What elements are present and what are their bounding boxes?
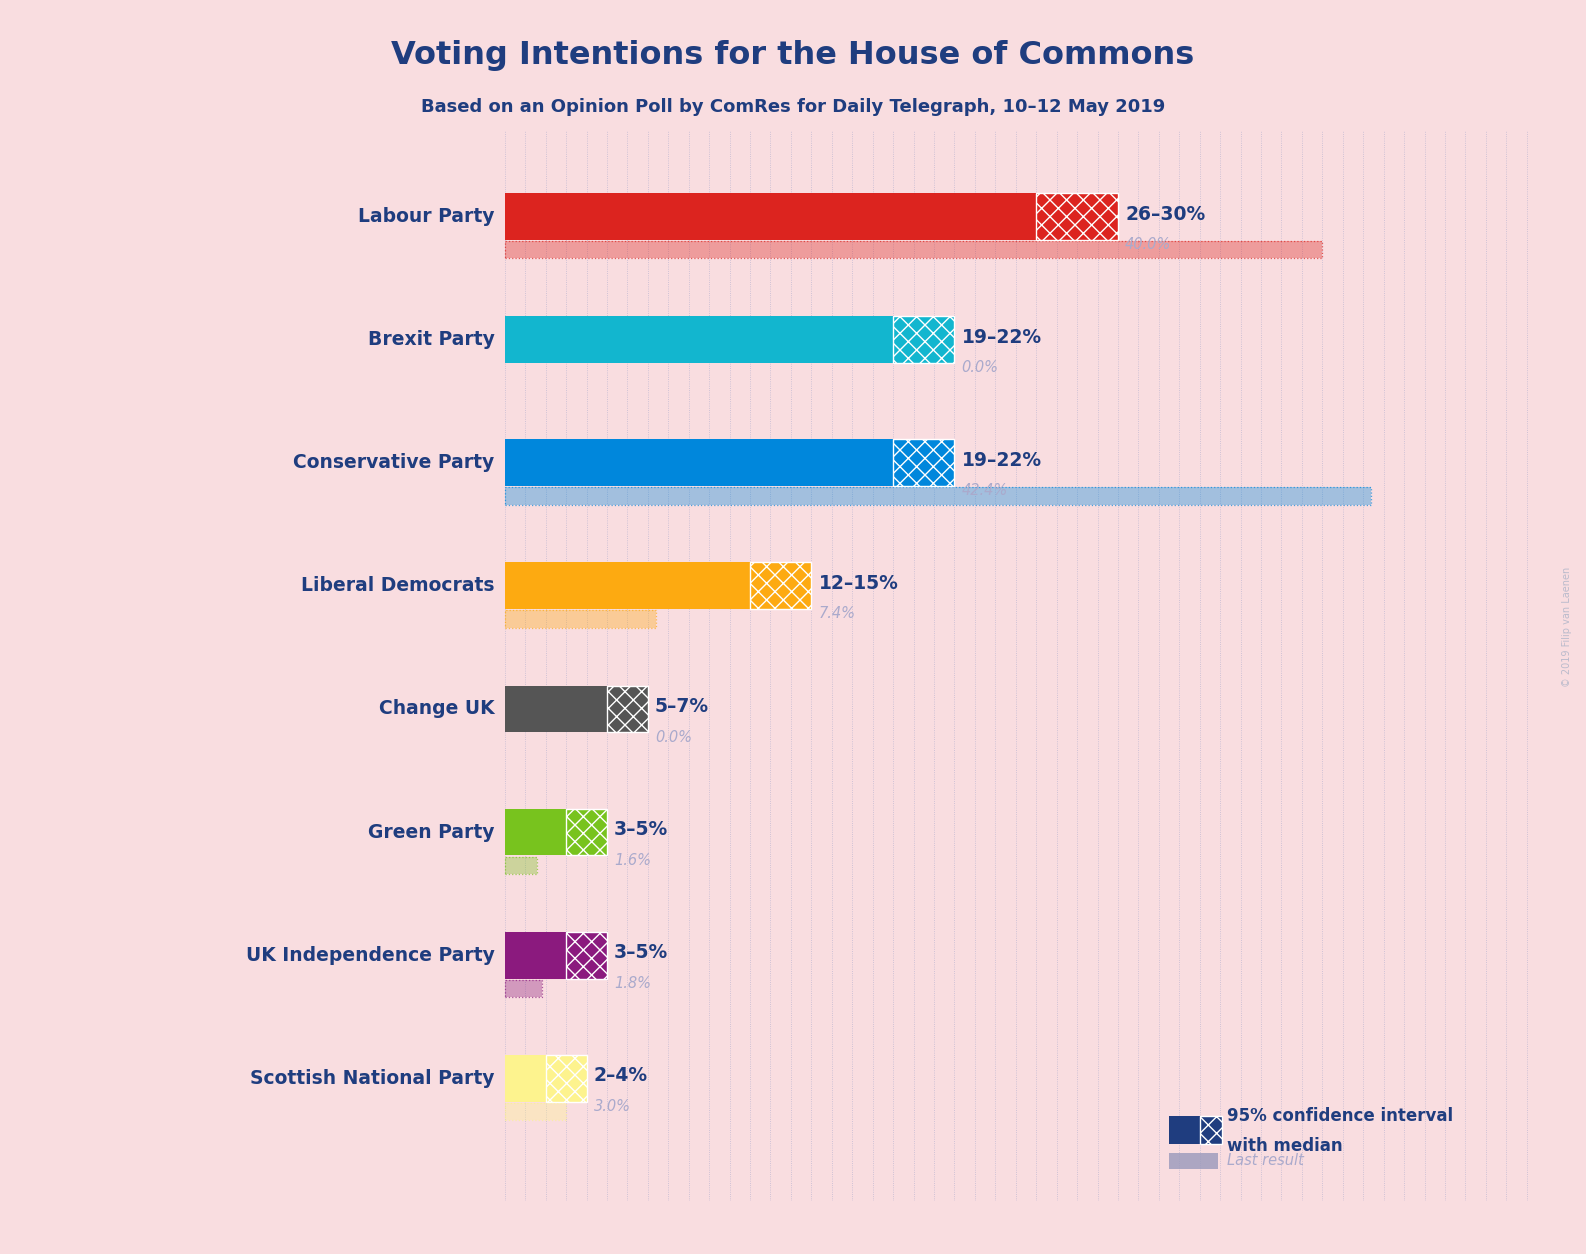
Bar bbox=[504, 979, 541, 997]
Bar bbox=[504, 611, 657, 628]
Text: Voting Intentions for the House of Commons: Voting Intentions for the House of Commo… bbox=[392, 40, 1194, 71]
Bar bbox=[893, 439, 955, 487]
Bar bbox=[504, 563, 750, 609]
Text: Based on an Opinion Poll by ComRes for Daily Telegraph, 10–12 May 2019: Based on an Opinion Poll by ComRes for D… bbox=[420, 98, 1166, 115]
Text: Labour Party: Labour Party bbox=[358, 207, 495, 226]
Bar bbox=[504, 686, 607, 732]
Bar bbox=[566, 932, 607, 978]
Bar bbox=[1036, 193, 1118, 240]
Text: 1.6%: 1.6% bbox=[614, 853, 652, 868]
Bar bbox=[1169, 1152, 1218, 1169]
Bar bbox=[504, 193, 1036, 240]
Bar bbox=[607, 686, 647, 732]
Text: Scottish National Party: Scottish National Party bbox=[251, 1068, 495, 1087]
Bar bbox=[504, 488, 1372, 504]
Bar bbox=[1169, 1116, 1199, 1144]
Bar bbox=[504, 932, 566, 978]
Text: 40.0%: 40.0% bbox=[1124, 237, 1172, 252]
Bar bbox=[504, 1055, 546, 1102]
Bar bbox=[504, 1104, 566, 1120]
Text: 26–30%: 26–30% bbox=[1124, 204, 1205, 223]
Text: with median: with median bbox=[1228, 1137, 1343, 1155]
Text: Last result: Last result bbox=[1228, 1154, 1304, 1169]
Text: Liberal Democrats: Liberal Democrats bbox=[301, 577, 495, 596]
Text: 0.0%: 0.0% bbox=[961, 360, 999, 375]
Text: Brexit Party: Brexit Party bbox=[368, 330, 495, 349]
Text: 1.8%: 1.8% bbox=[614, 976, 652, 991]
Bar bbox=[504, 856, 538, 874]
Bar bbox=[566, 809, 607, 855]
Text: 3–5%: 3–5% bbox=[614, 820, 668, 839]
Bar bbox=[504, 856, 538, 874]
Text: 3–5%: 3–5% bbox=[614, 943, 668, 962]
Text: Conservative Party: Conservative Party bbox=[293, 453, 495, 473]
Text: 2–4%: 2–4% bbox=[593, 1066, 647, 1086]
Text: 3.0%: 3.0% bbox=[593, 1099, 631, 1114]
Bar bbox=[750, 563, 812, 609]
Text: 19–22%: 19–22% bbox=[961, 327, 1042, 347]
Bar bbox=[1199, 1116, 1223, 1144]
Bar bbox=[504, 439, 893, 487]
Bar bbox=[893, 316, 955, 364]
Bar bbox=[504, 809, 566, 855]
Text: 5–7%: 5–7% bbox=[655, 697, 709, 716]
Bar bbox=[504, 241, 1323, 258]
Bar bbox=[504, 241, 1323, 258]
Text: 19–22%: 19–22% bbox=[961, 451, 1042, 470]
Bar bbox=[504, 979, 541, 997]
Text: Change UK: Change UK bbox=[379, 700, 495, 719]
Text: 0.0%: 0.0% bbox=[655, 730, 691, 745]
Text: 7.4%: 7.4% bbox=[818, 607, 855, 622]
Text: 95% confidence interval: 95% confidence interval bbox=[1228, 1107, 1453, 1125]
Text: 12–15%: 12–15% bbox=[818, 574, 898, 593]
Bar bbox=[504, 316, 893, 364]
Bar bbox=[504, 1104, 566, 1120]
Text: Green Party: Green Party bbox=[368, 823, 495, 841]
Bar bbox=[546, 1055, 587, 1102]
Bar bbox=[504, 611, 657, 628]
Text: 42.4%: 42.4% bbox=[961, 483, 1007, 498]
Bar bbox=[504, 488, 1372, 504]
Text: UK Independence Party: UK Independence Party bbox=[246, 946, 495, 964]
Text: © 2019 Filip van Laenen: © 2019 Filip van Laenen bbox=[1562, 567, 1572, 687]
